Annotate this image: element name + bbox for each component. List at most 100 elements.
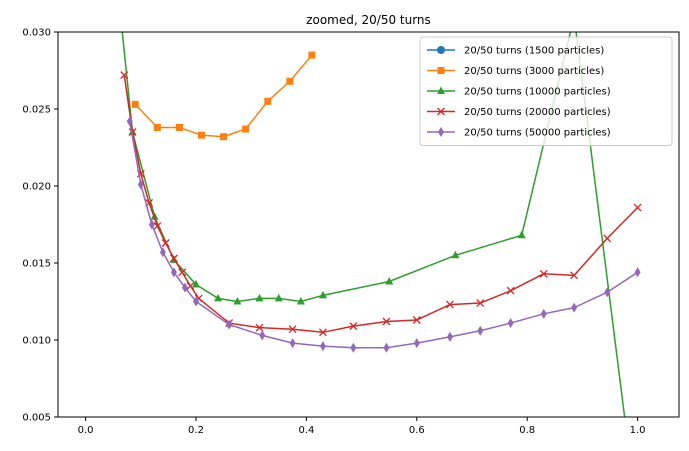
data-point xyxy=(255,293,264,302)
data-point xyxy=(192,280,200,288)
data-point xyxy=(476,299,485,307)
data-point xyxy=(286,77,294,85)
y-tick-label: 0.030 xyxy=(22,28,51,39)
data-point xyxy=(539,269,548,278)
legend-item: 20/50 turns (1500 particles) xyxy=(427,46,604,57)
data-point xyxy=(349,322,358,331)
data-point xyxy=(242,125,250,133)
series-line xyxy=(123,75,639,334)
data-point xyxy=(137,179,144,190)
data-point xyxy=(288,325,297,334)
data-point xyxy=(571,302,578,313)
y-tick-label: 0.020 xyxy=(22,182,51,193)
data-point xyxy=(570,271,579,280)
data-point xyxy=(383,342,390,353)
legend-label: 20/50 turns (10000 particles) xyxy=(464,87,611,98)
data-point xyxy=(350,342,357,353)
chart-title: zoomed, 20/50 turns xyxy=(306,13,431,27)
data-point xyxy=(319,328,327,337)
data-point xyxy=(120,71,129,80)
legend-box xyxy=(419,36,673,146)
data-point xyxy=(604,287,611,298)
y-tick-label: 0.005 xyxy=(22,413,51,424)
series-5 xyxy=(126,116,641,353)
data-point xyxy=(181,282,188,293)
data-point xyxy=(153,222,162,230)
data-point xyxy=(507,318,514,329)
data-point xyxy=(214,293,223,302)
data-point xyxy=(255,323,264,332)
plot-frame xyxy=(57,31,680,418)
data-point xyxy=(159,247,166,258)
data-point xyxy=(259,330,266,341)
data-point xyxy=(264,97,272,105)
data-point xyxy=(169,254,178,263)
legend: 20/50 turns (1500 particles) 20/50 turns … xyxy=(419,36,673,146)
x-tick-label: 0.6 xyxy=(409,425,425,436)
x-tick-label: 1.0 xyxy=(630,425,646,436)
series-2 xyxy=(131,51,316,141)
data-point xyxy=(148,219,155,230)
data-point xyxy=(170,267,177,278)
data-point xyxy=(226,319,233,330)
data-point xyxy=(445,300,454,309)
legend-marker xyxy=(437,67,445,74)
data-point xyxy=(175,123,183,131)
series-4 xyxy=(120,71,642,337)
data-point xyxy=(233,297,242,305)
legend-label: 20/50 turns (3000 particles) xyxy=(464,66,604,77)
data-point xyxy=(517,230,526,239)
legend-item: 20/50 turns (20000 particles) xyxy=(427,107,611,118)
data-point xyxy=(193,296,199,307)
data-point xyxy=(540,308,547,319)
legend-label: 20/50 turns (50000 particles) xyxy=(464,128,611,139)
legend-label: 20/50 turns (20000 particles) xyxy=(464,107,611,118)
data-point xyxy=(274,293,283,302)
data-point xyxy=(446,331,453,342)
data-point xyxy=(186,282,195,291)
data-point xyxy=(382,317,391,326)
data-point xyxy=(318,290,327,299)
x-tick-label: 0.8 xyxy=(519,425,535,436)
data-point xyxy=(633,203,642,212)
data-point xyxy=(296,297,305,305)
data-point xyxy=(451,250,460,259)
legend-item: 20/50 turns (3000 particles) xyxy=(427,66,604,77)
series-layer xyxy=(120,32,642,417)
legend-item: 20/50 turns (50000 particles) xyxy=(427,127,611,139)
y-tick-label: 0.010 xyxy=(22,336,51,347)
legend-marker xyxy=(437,107,445,116)
x-tick-label: 0.0 xyxy=(78,425,94,436)
data-point xyxy=(385,276,394,285)
y-tick-label: 0.015 xyxy=(22,259,51,270)
data-point xyxy=(161,239,170,247)
data-point xyxy=(477,325,484,336)
data-point xyxy=(131,100,139,108)
series-line xyxy=(121,32,626,417)
data-point xyxy=(198,131,206,139)
data-point xyxy=(220,133,228,141)
data-point xyxy=(319,341,326,352)
data-point xyxy=(150,212,159,220)
y-tick-label: 0.025 xyxy=(22,105,51,116)
data-point xyxy=(506,286,515,295)
legend-marker xyxy=(437,86,445,94)
axes-layer: 0.0 0.2 0.4 0.6 0.8 1.0 0.005 0.010 0.015 0.020 0.… xyxy=(22,28,645,437)
legend-marker xyxy=(438,127,444,137)
legend-marker xyxy=(437,46,445,54)
data-point xyxy=(412,316,421,324)
data-point xyxy=(289,338,296,349)
x-tick-label: 0.4 xyxy=(298,425,314,436)
data-point xyxy=(308,51,316,59)
data-point xyxy=(603,234,612,243)
x-tick-label: 0.2 xyxy=(188,425,204,436)
data-point xyxy=(178,268,187,277)
data-point xyxy=(413,338,420,349)
data-point xyxy=(126,116,133,127)
data-point xyxy=(128,128,137,137)
legend-label: 20/50 turns (1500 particles) xyxy=(464,46,604,57)
data-point xyxy=(153,123,161,131)
legend-item: 20/50 turns (10000 particles) xyxy=(427,86,611,98)
data-point xyxy=(634,267,641,278)
